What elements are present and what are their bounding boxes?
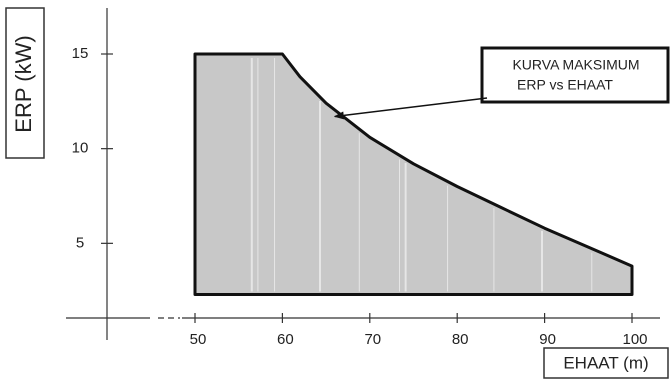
- x-tick-label: 60: [277, 331, 294, 348]
- y-tick-label: 15: [72, 45, 89, 62]
- x-axis-label-box: [543, 347, 669, 379]
- x-tick-label: 50: [190, 331, 207, 348]
- annotation-box: [480, 46, 670, 104]
- x-tick-label: 100: [622, 331, 647, 348]
- annotation-line-1: KURVA MAKSIMUM: [512, 57, 639, 73]
- area-texture: [250, 58, 593, 292]
- y-axis-label-box: [5, 7, 45, 159]
- x-axis-ticks: 50 60 70 80 90 100: [190, 313, 648, 348]
- x-tick-label: 90: [539, 331, 556, 348]
- annotation-arrow: [333, 97, 488, 120]
- max-curve-outline: [193, 52, 634, 296]
- y-tick-label: 5: [76, 234, 84, 251]
- annotation-line-2: ERP vs EHAAT: [517, 77, 613, 93]
- x-tick-label: 80: [452, 331, 469, 348]
- y-axis-label: ERP (kW): [11, 35, 36, 132]
- max-curve-area: [195, 54, 632, 295]
- x-axis-label: EHAAT (m): [563, 353, 648, 372]
- x-tick-label: 70: [364, 331, 381, 348]
- y-tick-label: 10: [72, 140, 89, 157]
- y-axis-ticks: 5 10 15: [72, 45, 113, 251]
